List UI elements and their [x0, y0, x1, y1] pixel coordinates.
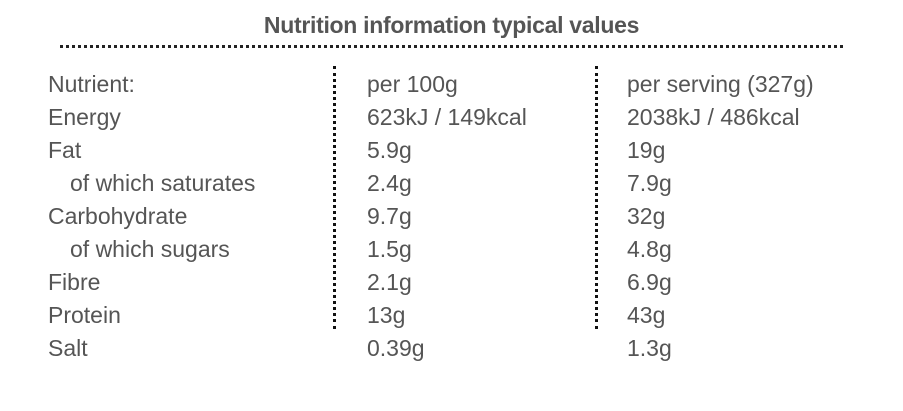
- nutrient-name: Energy: [48, 104, 121, 130]
- value-per-serving: 19g: [627, 137, 666, 163]
- value-per-100g: 9.7g: [367, 203, 412, 229]
- column-divider: [333, 66, 336, 329]
- value-per-100g: 623kJ / 149kcal: [367, 104, 527, 130]
- title-divider: [60, 45, 843, 48]
- nutrient-name: Fat: [48, 137, 82, 163]
- table-title: Nutrition information typical values: [263, 12, 640, 38]
- table-row: Energy 623kJ / 149kcal 2038kJ / 486kcal: [0, 101, 903, 134]
- table-row: Fibre 2.1g 6.9g: [0, 266, 903, 299]
- nutrition-table: Nutrient: per 100g per serving (327g) En…: [0, 68, 903, 365]
- value-per-100g: 0.39g: [367, 335, 425, 361]
- value-per-serving: 32g: [627, 203, 666, 229]
- nutrient-name: Protein: [48, 302, 121, 328]
- column-divider: [595, 66, 598, 329]
- value-per-serving: 7.9g: [627, 170, 672, 196]
- header-per-serving: per serving (327g): [627, 71, 814, 97]
- header-row: Nutrient: per 100g per serving (327g): [0, 68, 903, 101]
- nutrient-name: Fibre: [48, 269, 101, 295]
- value-per-serving: 1.3g: [627, 335, 672, 361]
- value-per-serving: 43g: [627, 302, 666, 328]
- value-per-100g: 2.1g: [367, 269, 412, 295]
- table-row: Fat 5.9g 19g: [0, 134, 903, 167]
- nutrient-name: of which sugars: [70, 236, 230, 262]
- nutrient-name: Carbohydrate: [48, 203, 188, 229]
- header-per-100g: per 100g: [367, 71, 458, 97]
- table-row: of which sugars 1.5g 4.8g: [0, 233, 903, 266]
- table-row: Salt 0.39g 1.3g: [0, 332, 903, 365]
- value-per-serving: 6.9g: [627, 269, 672, 295]
- value-per-100g: 2.4g: [367, 170, 412, 196]
- header-nutrient: Nutrient:: [48, 71, 135, 97]
- table-row: Protein 13g 43g: [0, 299, 903, 332]
- table-row: of which saturates 2.4g 7.9g: [0, 167, 903, 200]
- value-per-serving: 2038kJ / 486kcal: [627, 104, 800, 130]
- table-row: Carbohydrate 9.7g 32g: [0, 200, 903, 233]
- nutrient-name: of which saturates: [70, 170, 256, 196]
- value-per-100g: 5.9g: [367, 137, 412, 163]
- value-per-100g: 1.5g: [367, 236, 412, 262]
- value-per-serving: 4.8g: [627, 236, 672, 262]
- value-per-100g: 13g: [367, 302, 406, 328]
- nutrient-name: Salt: [48, 335, 88, 361]
